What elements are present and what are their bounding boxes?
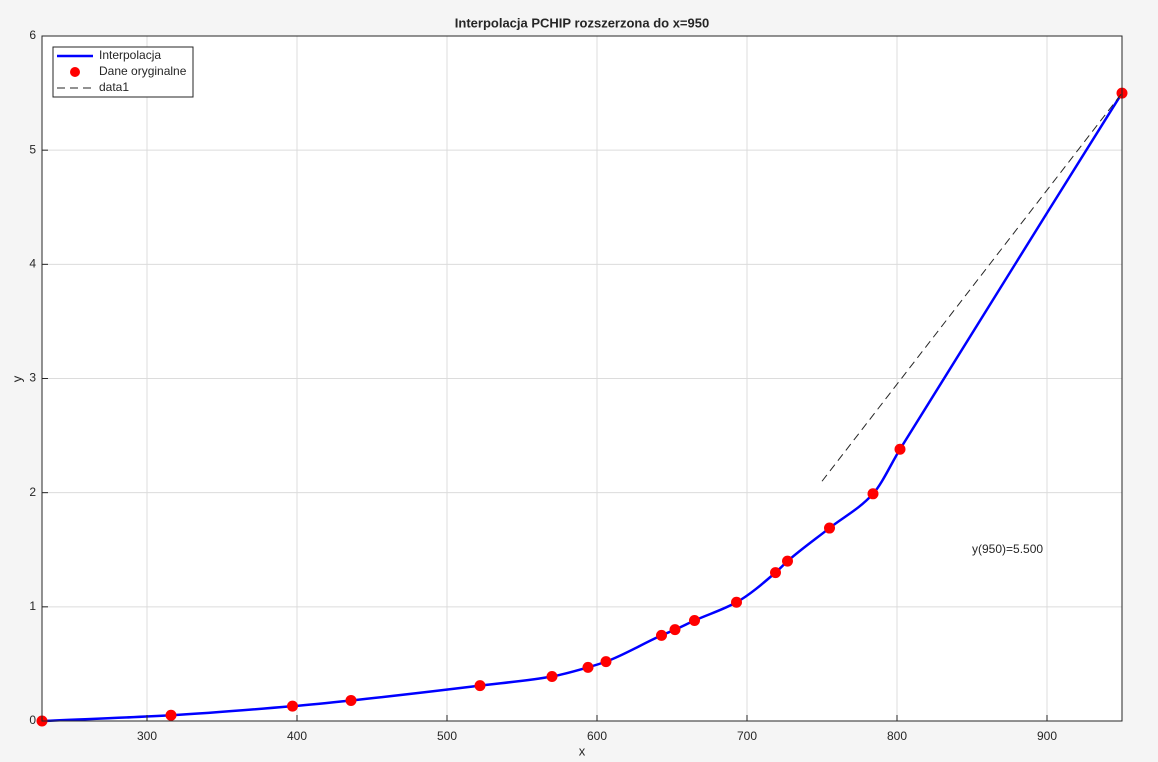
y-tick-label: 5 <box>29 142 36 156</box>
data-point <box>894 443 906 455</box>
y-tick-label: 3 <box>29 371 36 385</box>
data-point <box>287 700 298 712</box>
legend-label: Interpolacja <box>99 48 161 62</box>
data-point <box>689 615 700 627</box>
chart-title: Interpolacja PCHIP rozszerzona do x=950 <box>455 15 709 30</box>
legend-label: Dane oryginalne <box>99 64 187 78</box>
y-tick-label: 2 <box>29 485 36 499</box>
data-point <box>669 624 681 636</box>
legend: Interpolacja Dane oryginalne data1 <box>52 46 194 98</box>
data-point <box>770 567 781 579</box>
y-tick-label: 1 <box>29 599 36 613</box>
data-point <box>824 522 835 534</box>
y-tick-label: 4 <box>29 257 36 271</box>
data-point <box>731 596 742 608</box>
x-tick-label: 400 <box>287 729 307 743</box>
data-point <box>867 488 879 500</box>
x-tick-label: 900 <box>1037 729 1057 743</box>
x-axis-label: x <box>579 743 586 758</box>
x-tick-label: 500 <box>437 729 457 743</box>
x-tick-label: 600 <box>587 729 607 743</box>
data-point <box>582 661 594 673</box>
data-point <box>600 656 612 668</box>
dashed-line <box>821 92 1123 482</box>
x-tick-label: 300 <box>137 729 157 743</box>
legend-marker <box>70 67 80 77</box>
x-tick-label: 800 <box>887 729 907 743</box>
x-tick-label: 700 <box>737 729 757 743</box>
data-point <box>345 694 357 706</box>
annotation: y(950)=5.500 <box>972 542 1043 556</box>
data-point <box>165 709 177 721</box>
data-point <box>656 629 667 641</box>
y-tick-label: 6 <box>29 28 36 42</box>
data-point <box>474 680 486 692</box>
y-tick-label: 0 <box>29 713 36 727</box>
y-axis-label: y <box>9 375 24 382</box>
legend-label: data1 <box>99 80 129 94</box>
data-point <box>782 555 793 567</box>
data-point <box>546 670 558 682</box>
marks <box>36 87 1128 727</box>
